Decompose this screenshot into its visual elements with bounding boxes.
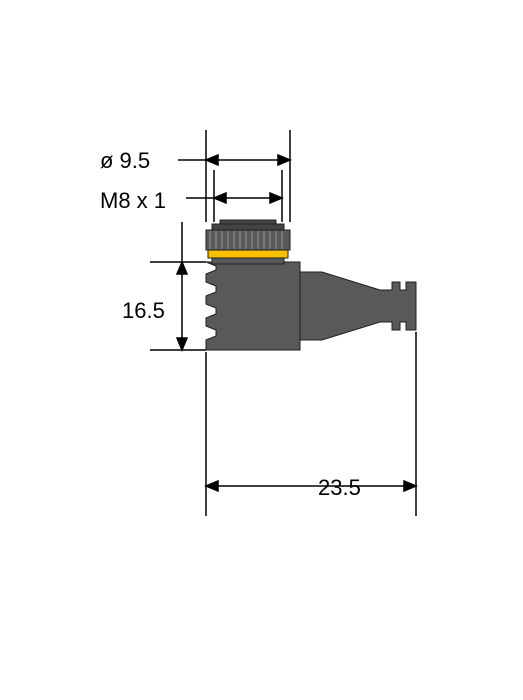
arrow-diam-left [206,155,218,165]
collar [212,258,284,264]
ring [208,250,288,258]
arrow-thread-right [270,193,282,203]
connector [206,220,416,350]
nut-top [212,224,284,230]
nut-top-inner [220,220,276,224]
nut-body [206,230,290,250]
arrow-thread-left [214,193,226,203]
arrow-height-bot [177,338,187,350]
drawing-stage: ø 9.5 M8 x 1 16.5 23.5 [0,0,523,700]
arrow-length-left [206,481,218,491]
cable [300,272,416,340]
arrow-diam-right [278,155,290,165]
arrow-length-right [404,481,416,491]
drawing-svg [0,0,523,700]
arrow-height-top [177,262,187,274]
connector-body [206,262,300,350]
